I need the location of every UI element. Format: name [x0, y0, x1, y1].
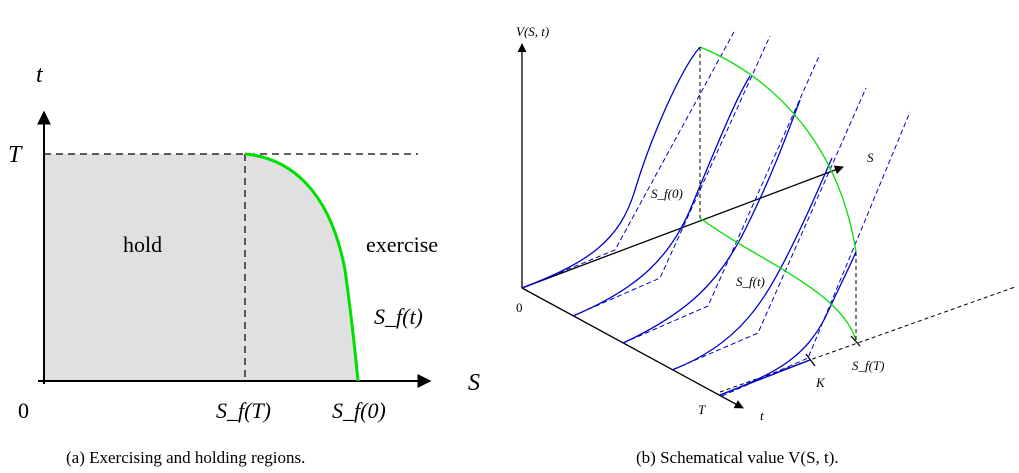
tick-K [806, 354, 815, 366]
axis-V-label: V(S, t) [516, 24, 549, 39]
t-axis-3d [522, 288, 743, 408]
projection-lines [700, 47, 856, 340]
panel-a: t T 0 S hold exercise S_f(t) S_f(T) S_f(… [8, 62, 480, 467]
Sft-label-3d: S_f(t) [736, 274, 765, 289]
exercise-label: exercise [366, 232, 438, 257]
tick-SfT-label: S_f(T) [216, 398, 271, 423]
axis-S-3d-label: S [867, 150, 874, 165]
tick-Sf0-label: S_f(0) [332, 398, 386, 423]
caption-b: (b) Schematical value V(S, t). [636, 448, 839, 467]
panel-b: V(S, t) S t 0 T K S_f(0) S_f(t) S_f(T) (… [516, 24, 1015, 467]
axis-t-3d-label: t [760, 408, 764, 423]
tick-T-label: T [8, 142, 23, 168]
SfT-label-3d: S_f(T) [852, 358, 885, 373]
origin-label: 0 [516, 300, 523, 315]
axis-S-label: S [468, 370, 480, 396]
caption-a: (a) Exercising and holding regions. [66, 448, 305, 467]
K-label: K [815, 375, 826, 390]
payoff-dashed-lines [522, 30, 910, 396]
value-curves [522, 47, 856, 395]
free-boundary-curve-bottom [700, 218, 856, 340]
tick-0-label: 0 [18, 398, 29, 423]
maturity-value-line [720, 360, 810, 395]
Sf0-label-3d: S_f(0) [651, 186, 683, 201]
T-label-3d: T [698, 402, 706, 417]
curve-label-Sft: S_f(t) [374, 304, 423, 329]
axis-t-label: t [36, 62, 44, 88]
hold-label: hold [123, 232, 162, 257]
